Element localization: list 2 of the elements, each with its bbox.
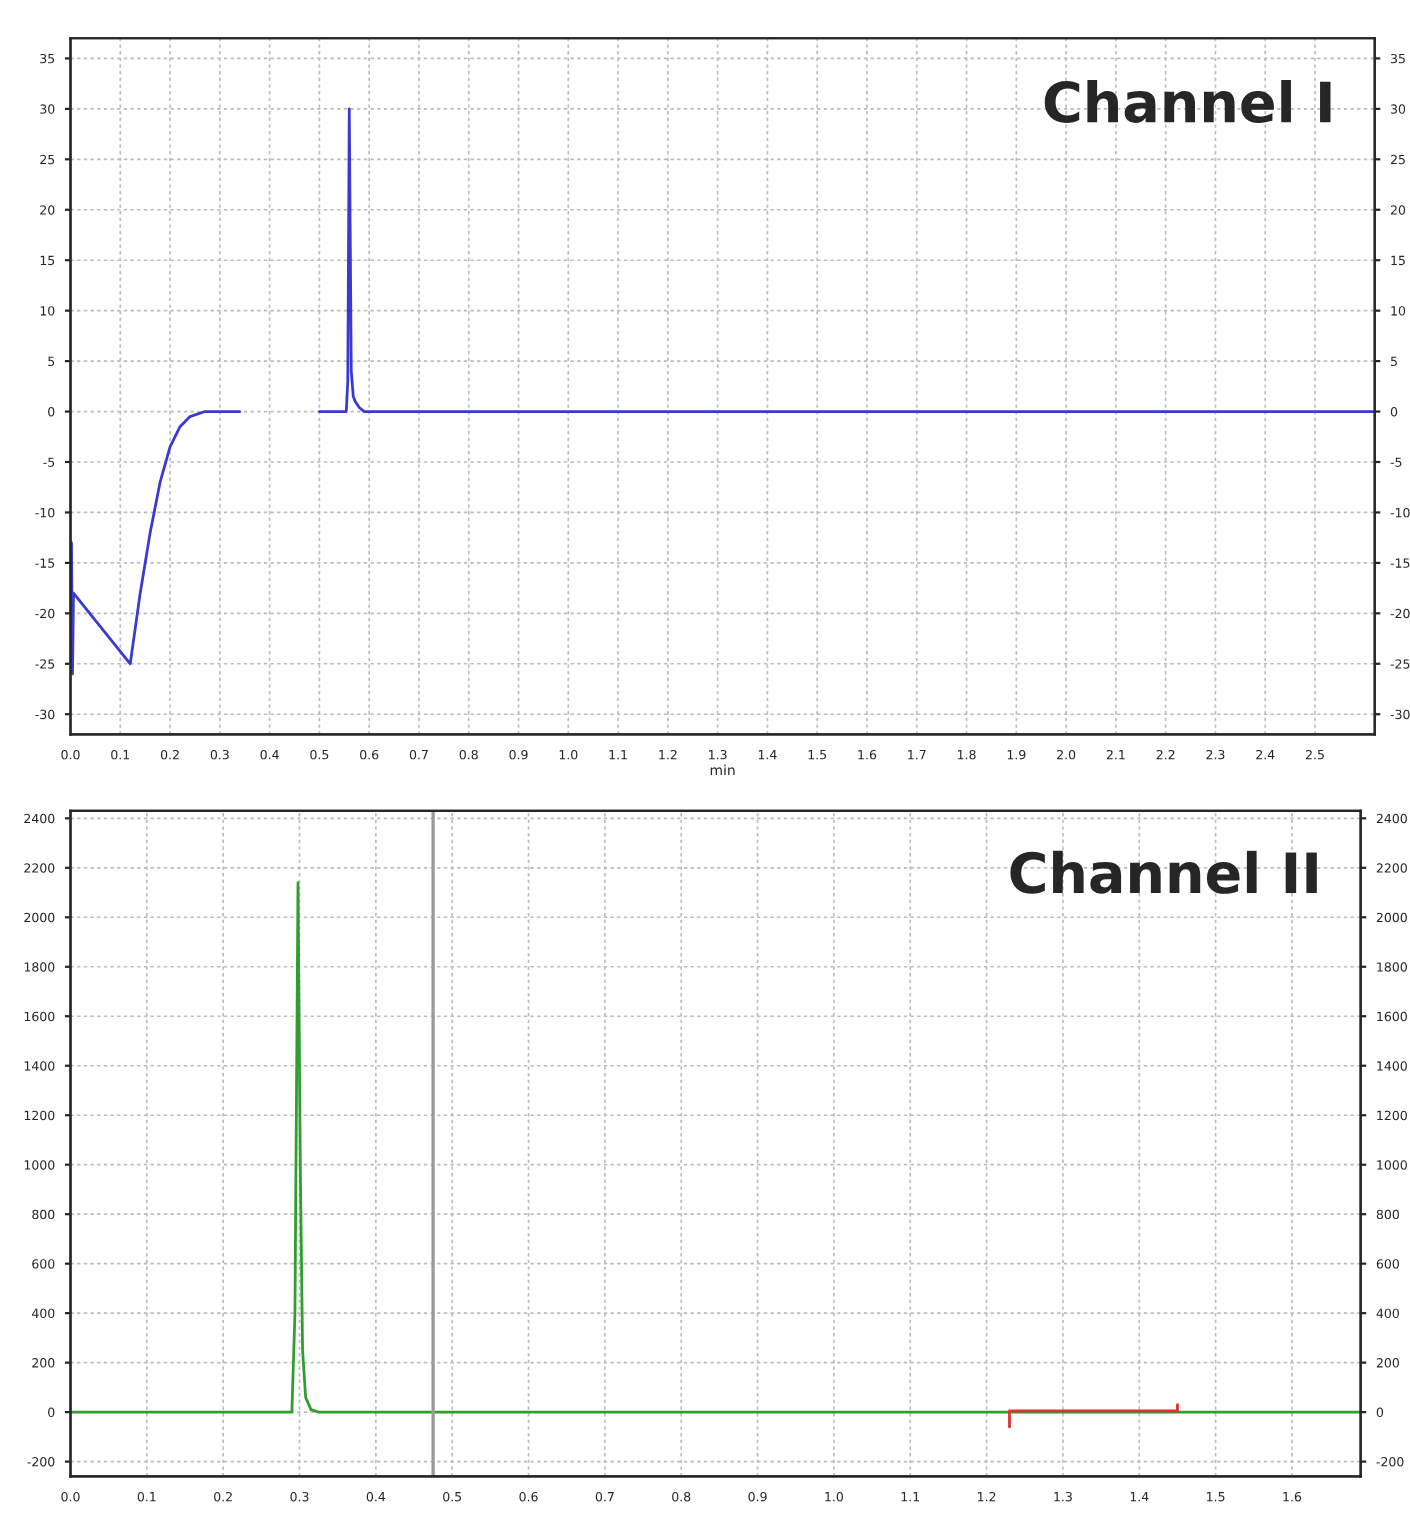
text: Channel I: [1044, 80, 1331, 124]
text: Channel II: [1010, 850, 1317, 894]
